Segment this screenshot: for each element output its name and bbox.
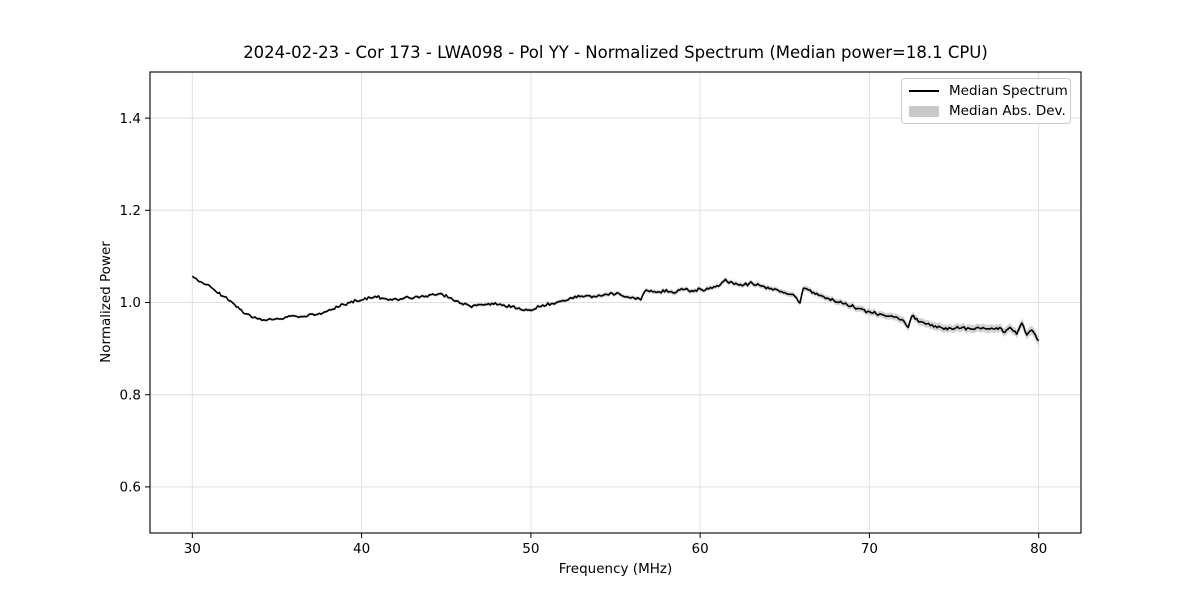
tick-labels: 30 40 50 60 70 80 0.6 0.8 1.0 1.2 1.4 bbox=[120, 111, 1048, 557]
y-tick-label: 1.2 bbox=[120, 203, 141, 219]
x-tick-label: 50 bbox=[522, 541, 539, 557]
x-axis-label: Frequency (MHz) bbox=[558, 561, 673, 577]
legend-label-median-spectrum: Median Spectrum bbox=[949, 83, 1068, 99]
x-tick-label: 70 bbox=[861, 541, 878, 557]
y-tick-label: 0.6 bbox=[120, 480, 141, 496]
y-tick-label: 1.0 bbox=[120, 295, 141, 311]
line-swatch-icon bbox=[909, 90, 939, 92]
x-tick-label: 60 bbox=[692, 541, 709, 557]
x-tick-label: 30 bbox=[184, 541, 201, 557]
legend: Median Spectrum Median Abs. Dev. bbox=[901, 78, 1071, 124]
patch-swatch-icon bbox=[909, 105, 939, 117]
y-tick-label: 1.4 bbox=[120, 111, 141, 127]
legend-row-median-abs-dev: Median Abs. Dev. bbox=[909, 103, 1066, 120]
legend-row-median-spectrum: Median Spectrum bbox=[909, 83, 1068, 100]
chart-title: 2024-02-23 - Cor 173 - LWA098 - Pol YY -… bbox=[243, 43, 988, 62]
axis-ticks bbox=[145, 117, 1040, 538]
legend-label-median-abs-dev: Median Abs. Dev. bbox=[949, 103, 1066, 119]
x-tick-label: 80 bbox=[1030, 541, 1047, 557]
gridlines bbox=[150, 72, 1081, 533]
mad-band-fill bbox=[192, 274, 1039, 346]
mad-band bbox=[192, 274, 1039, 346]
x-tick-label: 40 bbox=[353, 541, 370, 557]
spectrum-line bbox=[191, 275, 1040, 342]
y-tick-label: 0.8 bbox=[120, 387, 141, 403]
median-spectrum-path bbox=[191, 275, 1040, 342]
